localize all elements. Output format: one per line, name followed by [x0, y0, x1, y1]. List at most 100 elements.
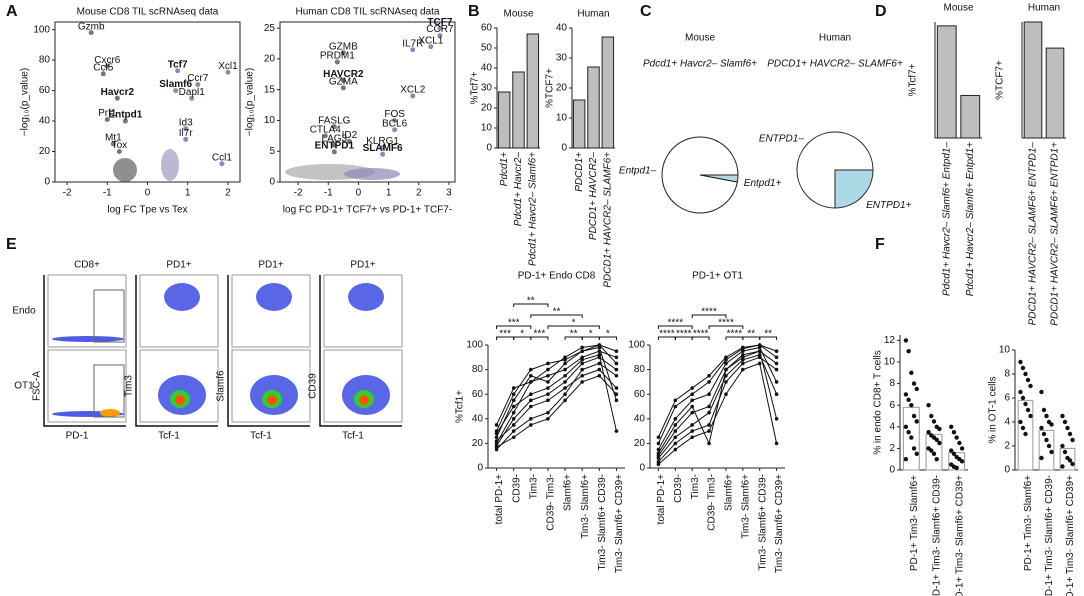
data-point	[959, 459, 965, 464]
series-point	[774, 355, 779, 360]
gene-point	[410, 93, 416, 99]
y-tick-label: 40	[472, 413, 484, 424]
gene-label: ENTPD1	[315, 140, 355, 151]
series-point	[774, 349, 779, 353]
significance-label: *	[589, 329, 593, 340]
series-point	[494, 435, 499, 440]
series-point	[614, 392, 619, 397]
series-point	[494, 441, 499, 446]
series-line	[496, 344, 617, 426]
y-tick-label: 40	[634, 413, 646, 424]
flow-row-label: Endo	[12, 306, 36, 317]
series-point	[690, 429, 694, 433]
flow-plot	[47, 274, 127, 348]
flow-density	[256, 283, 292, 311]
point-cloud	[161, 149, 179, 181]
y-tick-label: 2	[1004, 441, 1010, 452]
x-tick-label: Tim3- Slamf6+	[580, 474, 591, 539]
data-point	[1070, 437, 1075, 443]
gene-point	[104, 63, 110, 69]
data-point	[1041, 431, 1047, 437]
series-point	[690, 386, 694, 390]
y-tick-label: 8	[889, 378, 895, 389]
gene-point	[380, 145, 386, 151]
flow-x-label: Tcf-1	[158, 431, 180, 442]
gene-point	[340, 77, 346, 83]
series-point	[580, 349, 584, 353]
x-tick-label: -1	[103, 188, 112, 199]
series-point	[614, 367, 619, 372]
x-tick-label: PDCD1+ HAVCR2– SLAMF6+ ENTPD1+	[1050, 142, 1061, 326]
y-axis-label: %Tcf7+	[908, 63, 919, 96]
significance-bracket	[547, 325, 600, 329]
x-tick-label: PDCD1+ HAVCR2– SLAMF6+ ENTPD1–	[1028, 142, 1039, 326]
x-tick-label: CD39- Tim3-	[546, 474, 557, 531]
x-tick-label: CD39- Tim3-	[707, 474, 718, 531]
data-point	[1041, 407, 1047, 413]
flow-axis-arrow	[43, 275, 126, 427]
pie-title: PDCD1+ HAVCR2– SLAMF6+	[767, 59, 903, 70]
significance-label: ***	[508, 318, 520, 329]
data-point	[1023, 371, 1028, 377]
series-point	[580, 380, 584, 384]
series-point	[656, 462, 661, 467]
data-point	[1060, 443, 1065, 449]
series-line	[496, 362, 617, 450]
y-tick-label: 5	[269, 146, 275, 157]
series-point	[757, 349, 762, 353]
plot-title: Human CD8 TIL scRNAseq data	[296, 7, 440, 18]
gene-label: XCL1	[418, 35, 443, 46]
gene-point	[410, 47, 416, 53]
data-point	[934, 437, 939, 442]
series-point	[580, 367, 584, 372]
series-point	[757, 343, 762, 347]
series-line	[496, 356, 617, 447]
data-point	[911, 381, 917, 386]
series-point	[774, 367, 779, 372]
gene-label: Dapl1	[179, 87, 206, 98]
data-point	[909, 370, 914, 375]
series-point	[546, 392, 550, 397]
series-point	[563, 357, 567, 362]
flow-density	[359, 395, 369, 405]
significance-bracket	[691, 314, 727, 318]
data-point	[903, 457, 909, 462]
data-point	[911, 413, 917, 419]
series-line	[496, 354, 617, 434]
flow-density	[164, 283, 200, 311]
gene-point	[122, 118, 128, 124]
series-line	[658, 350, 778, 454]
x-tick-label: 1	[185, 188, 191, 199]
data-point	[903, 392, 909, 397]
series-point	[580, 373, 584, 378]
y-tick-label: 40	[556, 23, 568, 34]
x-tick-label: total PD-1+	[494, 474, 505, 524]
flow-x-label: PD-1	[66, 431, 89, 442]
series-point	[724, 367, 728, 372]
series-point	[529, 373, 533, 378]
data-point	[931, 419, 937, 424]
data-point	[954, 435, 959, 440]
flow-density	[100, 409, 120, 417]
series-point	[673, 404, 678, 409]
panel-label: B	[468, 3, 480, 20]
data-point	[1020, 365, 1026, 371]
plot-title: Mouse	[503, 9, 533, 20]
series-point	[707, 429, 711, 433]
series-point	[529, 398, 533, 403]
y-tick-label: 50	[481, 43, 493, 54]
data-point	[1070, 461, 1075, 467]
series-line	[657, 346, 778, 450]
series-point	[494, 431, 499, 436]
y-tick-label: 100	[466, 340, 483, 351]
series-point	[597, 373, 602, 378]
series-point	[614, 349, 619, 353]
data-point	[1067, 458, 1073, 463]
data-point	[914, 386, 919, 392]
series-point	[597, 353, 602, 357]
series-point	[511, 398, 516, 403]
data-point	[1060, 413, 1065, 419]
data-point	[1044, 413, 1049, 419]
plot-title: PD-1+ Endo CD8	[518, 271, 596, 282]
series-point	[614, 355, 619, 360]
